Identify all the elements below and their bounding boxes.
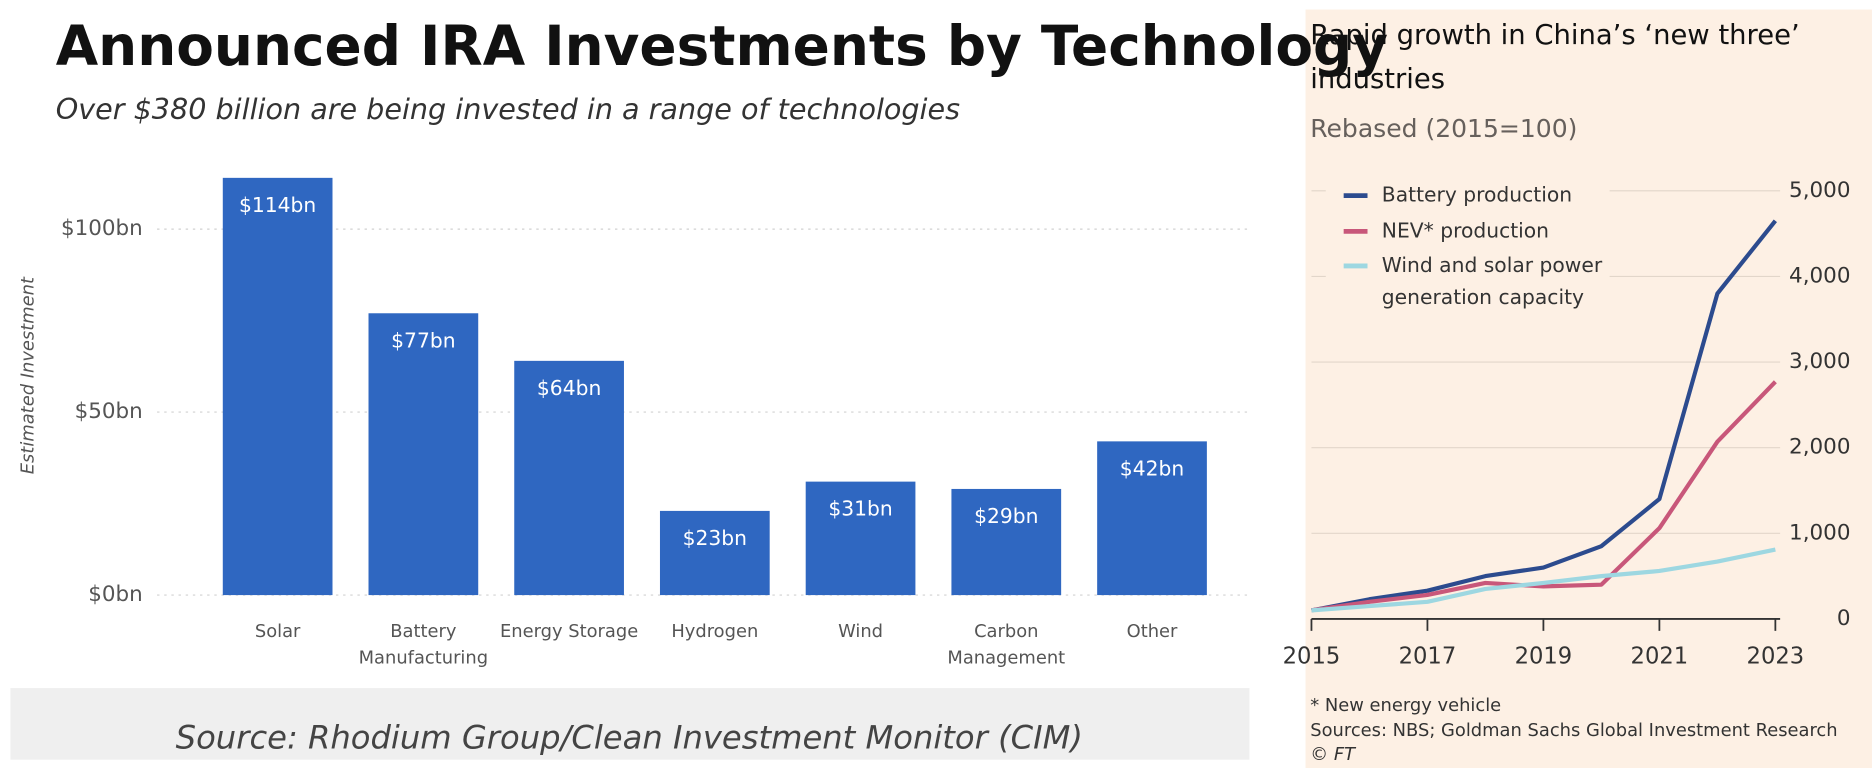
y-tick-label: $50bn (75, 399, 143, 424)
x-tick-label: Solar (255, 621, 301, 642)
value-label: $77bn (391, 328, 455, 352)
value-label: $42bn (1120, 456, 1184, 480)
x-tick-label: 2019 (1515, 644, 1573, 670)
chart-title: Rapid growth in China’s ‘new three’ indus… (1310, 19, 1799, 94)
x-tick-label: 2015 (1283, 644, 1341, 670)
y-tick-label: 5,000 (1789, 178, 1850, 203)
legend-background (1325, 176, 1610, 318)
value-label: $23bn (683, 526, 747, 550)
bar (514, 360, 624, 596)
y-tick-label: $100bn (61, 216, 143, 241)
source: Sources: NBS; Goldman Sachs Global Inves… (1310, 720, 1837, 741)
y-tick-label: 4,000 (1789, 263, 1850, 288)
right-background (1305, 9, 1872, 768)
x-tick-label: Hydrogen (671, 621, 758, 642)
x-tick-label: Other (1127, 621, 1178, 642)
y-tick-label: 0 (1837, 606, 1851, 631)
left-background (2, 0, 1252, 768)
chart-subtitle: Rebased (2015=100) (1310, 114, 1577, 143)
x-tick-label: Carbon Management (947, 621, 1065, 668)
series-line (1311, 547, 1776, 613)
chart-title: Announced IRA Investments by Technology (56, 14, 1388, 78)
bar (805, 481, 916, 596)
source: Source: Rhodium Group/Clean Investment M… (176, 718, 1083, 756)
legend-label: Wind and solar power generation capacity (1382, 252, 1603, 308)
footnote: * New energy vehicle (1310, 695, 1501, 716)
bar (368, 313, 479, 596)
x-tick-label: Energy Storage (500, 621, 638, 642)
series-line (1311, 380, 1777, 613)
x-tick-label: 2017 (1399, 644, 1457, 670)
x-tick-label: 2023 (1747, 644, 1805, 670)
source-band (10, 688, 1250, 760)
y-tick-label: 1,000 (1789, 520, 1850, 545)
chart-subtitle: Over $380 billion are being invested in … (56, 92, 960, 126)
bar (1097, 441, 1207, 596)
value-label: $64bn (537, 376, 601, 400)
bar (222, 177, 333, 596)
bar (951, 488, 1062, 596)
legend-label: Battery production (1382, 182, 1572, 206)
y-axis-label: Estimated Investment (17, 276, 38, 474)
value-label: $114bn (239, 193, 316, 217)
y-tick-label: 3,000 (1789, 349, 1850, 374)
value-label: $31bn (828, 497, 892, 521)
legend-label: NEV* production (1382, 218, 1549, 242)
bar (659, 510, 770, 596)
x-tick-label: Wind (838, 621, 883, 642)
x-tick-label: 2021 (1631, 644, 1689, 670)
value-label: $29bn (974, 504, 1038, 528)
y-tick-label: $0bn (88, 582, 143, 607)
series-line (1311, 219, 1777, 613)
y-tick-label: 2,000 (1789, 435, 1850, 460)
x-tick-label: Battery Manufacturing (359, 621, 488, 668)
credit: © FT (1310, 744, 1357, 765)
